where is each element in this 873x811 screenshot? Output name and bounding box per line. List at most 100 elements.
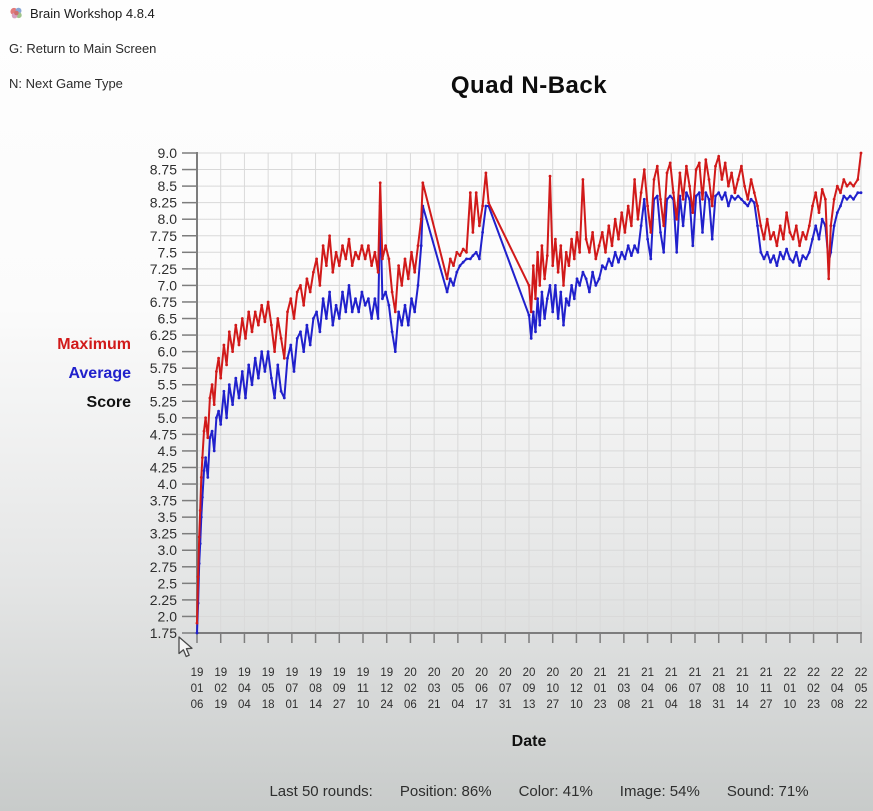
series-point-maximum [681,197,685,201]
series-point-average [730,194,733,198]
series-point-average [646,237,649,241]
series-point-maximum [804,237,808,241]
series-point-maximum [231,350,235,353]
x-tick-label: 31 [712,699,725,711]
series-point-average [282,396,286,400]
series-point-average [244,396,247,400]
series-point-average [206,476,210,479]
series-point-average [749,197,753,201]
x-tick-label: 08 [617,699,630,711]
series-point-maximum [325,264,328,267]
series-point-average [685,191,688,195]
series-point-maximum [613,217,617,221]
series-point-average [785,247,788,251]
series-point-maximum [578,250,582,254]
x-tick-label: 19 [357,667,370,679]
series-point-maximum [642,168,646,172]
x-tick-label: 22 [855,667,868,679]
stats-metrics: Position: 86% Color: 41% Image: 54% Sound: … [400,783,809,800]
y-tick-label: 4.25 [150,459,177,475]
series-point-average [723,191,727,195]
series-point-maximum [662,224,666,228]
series-point-maximum [794,224,798,228]
series-point-maximum [820,188,824,191]
legend-average-label: Average [68,365,131,382]
series-point-maximum [341,244,344,248]
series-point-average [445,290,449,294]
x-tick-label: 05 [855,683,868,695]
series-point-average [225,416,229,420]
series-point-maximum [478,224,481,228]
x-tick-label: 01 [191,683,204,695]
x-tick-label: 17 [475,699,488,711]
legend-maximum-label: Maximum [57,336,131,353]
series-point-average [575,277,579,281]
series-point-average [704,191,708,195]
series-point-maximum [817,211,821,215]
x-tick-label: 06 [665,683,678,695]
y-tick-label: 4.5 [158,443,178,459]
x-tick-label: 19 [333,667,346,679]
x-tick-label: 13 [523,699,536,711]
y-tick-label: 3.0 [158,542,178,558]
series-point-maximum [295,290,299,294]
series-point-maximum [752,191,756,195]
series-point-maximum [536,250,539,254]
series-point-average [410,297,413,301]
y-tick-label: 5.5 [158,377,178,393]
series-point-maximum [206,436,210,440]
series-point-maximum [393,310,397,314]
series-point-average [701,231,704,234]
x-tick-label: 21 [760,667,773,679]
x-tick-label: 14 [309,699,322,711]
series-point-average [468,257,472,261]
x-tick-label: 04 [665,699,678,711]
x-tick-label: 20 [428,667,441,679]
x-tick-label: 21 [641,699,654,711]
stat-metric: Image: 54% [619,783,700,800]
series-point-maximum [707,178,711,181]
series-point-average [746,204,750,208]
series-point-average [263,370,267,373]
x-tick-label: 06 [191,699,204,711]
y-tick-label: 6.5 [158,311,178,327]
x-tick-label: 04 [831,683,844,695]
series-point-maximum [620,211,624,215]
series-point-average [458,264,462,267]
series-point-average [204,456,208,459]
series-point-maximum [201,456,204,459]
series-point-maximum [465,250,468,254]
series-point-maximum [788,231,792,234]
series-point-maximum [308,290,312,294]
y-tick-label: 1.75 [150,625,177,641]
x-tick-label: 20 [523,667,536,679]
series-point-average [659,231,662,234]
x-tick-label: 27 [546,699,559,711]
series-point-average [617,260,620,264]
series-point-maximum [845,184,849,188]
series-point-average [798,264,801,267]
series-point-maximum [694,168,698,172]
series-point-average [591,270,594,274]
x-tick-label: 21 [736,667,749,679]
series-point-average [820,217,824,221]
series-point-average [610,264,614,267]
series-point-maximum [257,323,260,327]
x-tick-label: 19 [214,667,227,679]
series-point-average [328,290,331,294]
series-point-maximum [827,277,831,281]
series-point-maximum [584,237,588,241]
series-point-average [607,257,611,261]
series-point-average [318,330,322,334]
x-tick-label: 21 [665,667,678,679]
series-point-average [334,303,338,307]
series-point-average [360,290,364,294]
x-tick-label: 10 [357,699,370,711]
series-point-average [217,409,221,413]
series-point-average [756,224,759,228]
series-point-maximum [538,284,542,287]
series-point-average [370,317,373,320]
series-point-average [743,201,746,205]
series-point-maximum [688,184,691,188]
x-tick-label: 08 [712,683,725,695]
